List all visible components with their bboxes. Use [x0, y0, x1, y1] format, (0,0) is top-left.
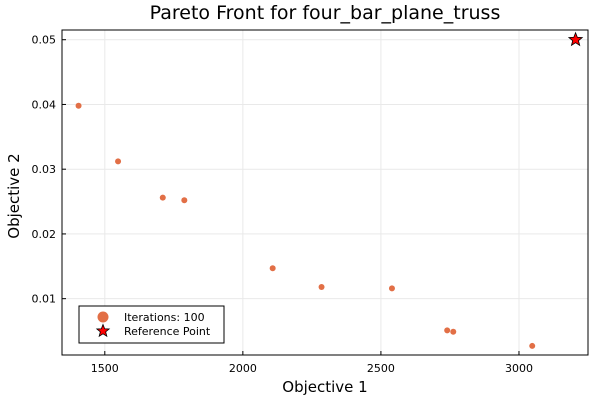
y-tick-label: 0.04 — [32, 98, 57, 111]
data-points — [75, 31, 584, 349]
grid — [62, 30, 588, 355]
x-tick-label: 2500 — [367, 362, 395, 375]
x-axis-label: Objective 1 — [282, 378, 367, 396]
pareto-point — [269, 265, 276, 272]
x-tick-label: 2000 — [229, 362, 257, 375]
pareto-point — [450, 328, 457, 335]
y-tick-label: 0.02 — [32, 228, 57, 241]
axis-ticks: 1500 2000 2500 3000 0.01 0.02 0.03 0.04 0.05 — [32, 34, 533, 375]
legend-marker-iterations — [97, 311, 109, 323]
y-axis-label: Objective 2 — [5, 153, 23, 238]
plot-frame — [61, 29, 589, 356]
reference-point-marker — [567, 31, 584, 47]
pareto-point — [444, 327, 451, 334]
pareto-point — [529, 342, 536, 349]
legend-marker-reference — [95, 323, 111, 338]
x-tick-label: 3000 — [505, 362, 533, 375]
pareto-point — [159, 194, 166, 201]
pareto-point — [75, 102, 82, 109]
chart-title: Pareto Front for four_bar_plane_truss — [150, 2, 501, 24]
y-tick-label: 0.03 — [32, 163, 57, 176]
pareto-point — [115, 158, 122, 165]
y-tick-label: 0.01 — [32, 293, 57, 306]
pareto-point — [388, 285, 395, 292]
legend-label-iterations: Iterations: 100 — [124, 311, 205, 324]
pareto-point — [318, 284, 325, 291]
legend-label-reference: Reference Point — [124, 325, 211, 338]
x-tick-label: 1500 — [91, 362, 119, 375]
y-tick-label: 0.05 — [32, 34, 57, 47]
pareto-point — [181, 197, 188, 204]
legend: Iterations: 100 Reference Point — [78, 305, 225, 344]
